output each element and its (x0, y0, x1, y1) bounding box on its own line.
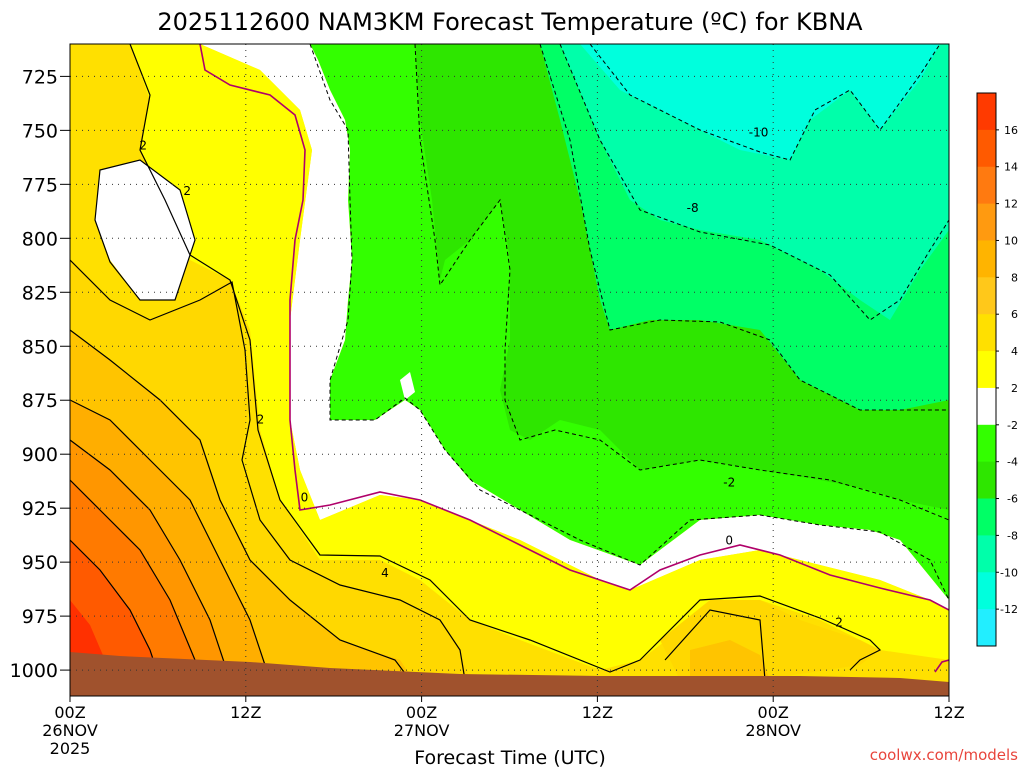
colorbar-segment (977, 129, 996, 168)
colorbar-label: 6 (1011, 308, 1018, 321)
fill-white-pocket-b (400, 372, 415, 400)
contour-zero-line-b (934, 659, 949, 673)
y-tick-label: 725 (22, 66, 58, 88)
contour-solid-4 (70, 259, 466, 681)
fill-near-zero (200, 44, 949, 610)
contour-label: 2 (183, 184, 191, 198)
colorbar: 16 14 12 10 8 6 4 2 -2 -4 -6 -8 -10 -12 (976, 92, 1018, 647)
y-tick-label: 775 (22, 174, 58, 196)
colorbar-segment (977, 203, 996, 241)
colorbar-label: -6 (1007, 493, 1018, 506)
x-tick-label: 26NOV (42, 721, 98, 740)
contour-dashed-minus8 (559, 44, 949, 321)
plot-frame (69, 43, 950, 697)
x-tick-label: 27NOV (394, 721, 450, 740)
colorbar-label: 2 (1011, 382, 1018, 395)
colorbar-label: 12 (1004, 198, 1018, 211)
chart-title: 2025112600 NAM3KM Forecast Temperature (… (157, 8, 863, 36)
colorbar-segment (977, 572, 996, 610)
colorbar-segment (977, 314, 996, 352)
contour-label: 2 (257, 413, 265, 427)
contour-label: 4 (381, 566, 389, 580)
ground-area (70, 652, 949, 696)
contour-lines (70, 44, 949, 681)
contour-label: -10 (749, 126, 769, 140)
colorbar-label: -4 (1007, 456, 1018, 469)
contour-solid-4b (664, 609, 766, 681)
y-tick-label: 850 (22, 336, 58, 358)
contour-dashed-minus4 (414, 44, 949, 521)
colorbar-label: -10 (1000, 566, 1018, 579)
fill-cold-10 (560, 44, 949, 320)
contour-solid-10 (70, 439, 231, 681)
y-tick-label: 750 (22, 120, 58, 142)
contour-solid-2 (129, 44, 882, 673)
colorbar-segment (977, 277, 996, 315)
y-tick-label: 950 (22, 552, 58, 574)
y-tick-label: 1000 (10, 660, 58, 682)
contour-solid-8 (70, 399, 271, 681)
x-tick-label: 00Z (406, 703, 437, 722)
contour-dashed-minus2 (309, 44, 949, 601)
x-tick-label: 12Z (582, 703, 613, 722)
colorbar-segment (977, 424, 996, 463)
contour-dashed-minus6 (539, 44, 949, 411)
contour-label-group: 2 2 2 0 4 -2 0 2 -8 -10 (139, 126, 843, 630)
colorbar-segment (977, 535, 996, 573)
y-tick-label: 800 (22, 228, 58, 250)
colorbar-segment (977, 240, 996, 278)
fill-warm-6b (690, 640, 770, 680)
colorbar-label: -12 (1000, 603, 1018, 616)
x-tick-label: 12Z (933, 703, 964, 722)
contour-solid-12 (70, 479, 196, 661)
x-tick-label: 28NOV (745, 721, 801, 740)
x-tick-label: 12Z (230, 703, 261, 722)
y-axis: 725 750 775 800 825 850 875 900 925 950 975 1000 (10, 66, 70, 682)
contour-label: 0 (725, 534, 733, 548)
fill-cold-12 (580, 44, 940, 160)
fill-warm-2 (130, 44, 949, 670)
y-tick-label: 925 (22, 498, 58, 520)
plot-fill (70, 44, 949, 696)
x-axis-label: Forecast Time (UTC) (414, 747, 605, 768)
colorbar-segment (977, 351, 996, 389)
y-tick-label: 900 (22, 444, 58, 466)
colorbar-segment (977, 387, 996, 426)
colorbar-label: 10 (1004, 234, 1018, 247)
contour-solid-6 (70, 329, 411, 681)
contour-label: 2 (139, 138, 147, 152)
colorbar-segment (977, 609, 996, 647)
colorbar-label: -2 (1007, 419, 1018, 432)
colorbar-frame (976, 92, 997, 647)
x-tick-label: 2025 (50, 739, 91, 758)
colorbar-label: -8 (1007, 529, 1018, 542)
colorbar-segment (977, 93, 996, 131)
y-tick-label: 975 (22, 606, 58, 628)
colorbar-label: 8 (1011, 271, 1018, 284)
colorbar-label: 16 (1004, 124, 1018, 137)
y-tick-label: 825 (22, 282, 58, 304)
x-tick-label: 00Z (758, 703, 789, 722)
contour-label: 2 (835, 616, 843, 630)
colorbar-segment (977, 166, 996, 205)
contour-label: -2 (723, 475, 735, 489)
contour-label: 0 (301, 490, 309, 504)
x-tick-label: 00Z (54, 703, 85, 722)
fill-white-pocket (95, 160, 195, 300)
credit-text: coolwx.com/models (870, 746, 1018, 764)
colorbar-label: 14 (1004, 161, 1018, 174)
colorbar-segment (977, 498, 996, 536)
colorbar-label: 4 (1011, 345, 1018, 358)
contour-zero-line (199, 44, 949, 611)
y-tick-label: 875 (22, 390, 58, 412)
contour-label: -8 (687, 201, 699, 215)
colorbar-segment (977, 461, 996, 500)
contour-solid-2-pocket (94, 159, 196, 301)
